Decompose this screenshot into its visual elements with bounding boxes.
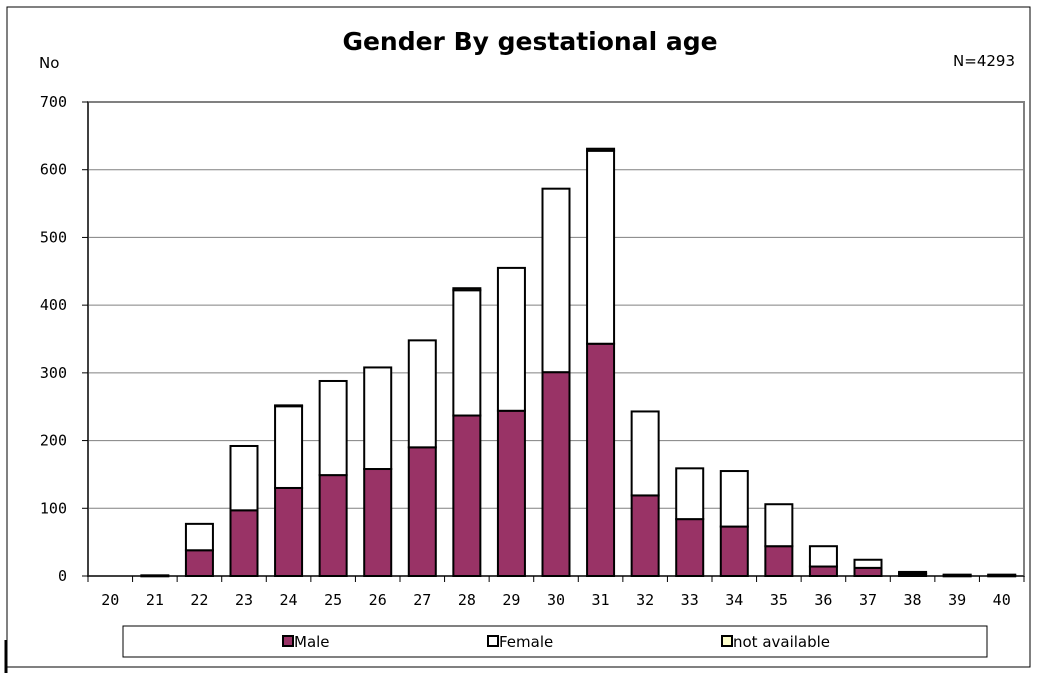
x-tick-label: 25 xyxy=(324,591,342,609)
x-tick-label: 22 xyxy=(190,591,208,609)
legend-box xyxy=(122,625,988,658)
bar-female-23 xyxy=(229,444,259,512)
bar-female-35 xyxy=(764,503,794,548)
y-tick-label: 700 xyxy=(40,93,67,111)
bar-male-36 xyxy=(808,565,838,578)
legend: Male Female not available xyxy=(282,633,830,651)
bar-male-26 xyxy=(363,468,393,577)
bar-female-27 xyxy=(407,339,437,449)
bar-female-36 xyxy=(808,545,838,568)
legend-swatch xyxy=(487,635,499,647)
legend-item-not-available: not available xyxy=(721,633,830,651)
x-tick-label: 30 xyxy=(547,591,565,609)
bar-male-32 xyxy=(630,494,660,578)
x-tick-label: 32 xyxy=(636,591,654,609)
bar-not-available-31 xyxy=(586,147,616,152)
bar-female-39 xyxy=(942,573,972,577)
bar-male-22 xyxy=(184,549,214,577)
y-tick-label: 600 xyxy=(40,161,67,179)
bar-female-37 xyxy=(853,558,883,569)
x-tick-label: 39 xyxy=(948,591,966,609)
bar-male-33 xyxy=(675,518,705,577)
bar-female-28 xyxy=(452,289,482,417)
bar-male-28 xyxy=(452,414,482,578)
bar-female-29 xyxy=(496,266,526,412)
bar-female-26 xyxy=(363,366,393,471)
bar-male-27 xyxy=(407,446,437,578)
x-tick-label: 23 xyxy=(235,591,253,609)
bar-female-25 xyxy=(318,379,348,477)
x-tick-label: 28 xyxy=(458,591,476,609)
bar-male-35 xyxy=(764,545,794,577)
bar-female-40 xyxy=(987,573,1017,577)
x-tick-label: 31 xyxy=(592,591,610,609)
x-tick-label: 37 xyxy=(859,591,877,609)
legend-item-female: Female xyxy=(487,633,553,651)
x-tick-label: 29 xyxy=(502,591,520,609)
x-tick-label: 38 xyxy=(904,591,922,609)
x-tick-label: 35 xyxy=(770,591,788,609)
y-tick-label: 500 xyxy=(40,228,67,246)
legend-label: not available xyxy=(733,633,830,651)
bar-male-29 xyxy=(496,409,526,577)
legend-label: Female xyxy=(499,633,553,651)
x-tick-label: 36 xyxy=(814,591,832,609)
x-tick-label: 33 xyxy=(681,591,699,609)
sample-size-annotation: N=4293 xyxy=(953,52,1015,70)
y-tick-label: 0 xyxy=(58,567,67,585)
bar-not-available-24 xyxy=(274,404,304,408)
y-tick-label: 100 xyxy=(40,499,67,517)
y-tick-labels: 0 100 200 300 400 500 600 700 xyxy=(40,93,88,585)
bar-male-31 xyxy=(586,342,616,577)
bar-female-33 xyxy=(675,467,705,521)
legend-label: Male xyxy=(294,633,330,651)
x-tick-label: 34 xyxy=(725,591,743,609)
bar-male-24 xyxy=(274,486,304,578)
y-tick-label: 300 xyxy=(40,364,67,382)
legend-swatch xyxy=(282,635,294,647)
y-axis-label: No xyxy=(39,54,59,72)
y-tick-label: 200 xyxy=(40,432,67,450)
bar-male-37 xyxy=(853,566,883,577)
bar-male-23 xyxy=(229,509,259,577)
bar-female-30 xyxy=(541,187,571,374)
x-tick-labels: 20 21 22 23 24 25 26 27 28 29 30 31 32 33 34 35 36 37 38 39… xyxy=(87,576,1025,609)
x-tick-label: 26 xyxy=(369,591,387,609)
bar-not-available-28 xyxy=(452,287,482,292)
bar-male-25 xyxy=(318,474,348,577)
bar-female-24 xyxy=(274,405,304,489)
legend-swatch xyxy=(721,635,733,647)
bar-female-22 xyxy=(184,522,214,552)
x-tick-label: 24 xyxy=(280,591,298,609)
bar-female-34 xyxy=(719,470,749,528)
x-tick-label: 20 xyxy=(101,591,119,609)
bar-female-32 xyxy=(630,410,660,497)
x-tick-label: 27 xyxy=(413,591,431,609)
x-tick-label: 40 xyxy=(993,591,1011,609)
bar-not-available-38 xyxy=(898,570,928,574)
x-tick-label: 21 xyxy=(146,591,164,609)
legend-item-male: Male xyxy=(282,633,330,651)
bar-female-31 xyxy=(586,149,616,345)
bar-male-34 xyxy=(719,525,749,577)
bar-male-30 xyxy=(541,371,571,577)
y-tick-label: 400 xyxy=(40,296,67,314)
chart-title: Gender By gestational age xyxy=(342,27,717,56)
